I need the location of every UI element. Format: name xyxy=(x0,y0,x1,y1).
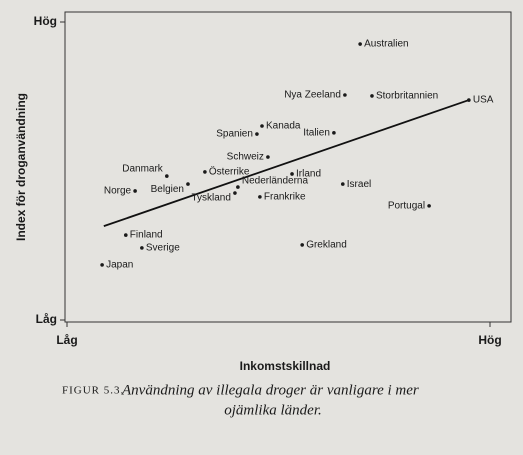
x-tick-label: Låg xyxy=(56,333,77,347)
point-label: Schweiz xyxy=(227,152,264,163)
point xyxy=(140,246,144,250)
point-label: Nya Zeeland xyxy=(284,90,341,101)
point-label: Norge xyxy=(104,186,132,197)
point xyxy=(258,195,262,199)
point-label: Danmark xyxy=(122,164,164,175)
point-label: Italien xyxy=(303,127,330,138)
point-label: Israel xyxy=(347,179,371,190)
plot-frame xyxy=(64,11,512,323)
point xyxy=(427,204,431,208)
point-label: Frankrike xyxy=(264,192,306,203)
point-label: Tyskland xyxy=(191,193,230,204)
point xyxy=(343,93,347,97)
point xyxy=(133,189,137,193)
y-tick-label: Hög xyxy=(34,14,57,28)
point xyxy=(123,233,128,237)
point-label: Japan xyxy=(106,260,133,271)
caption-label: FIGUR 5.3. xyxy=(62,385,124,397)
point xyxy=(203,170,207,174)
trend-line xyxy=(103,99,470,227)
point xyxy=(100,263,104,267)
y-axis-label: Index för droganvändning xyxy=(14,93,28,241)
point xyxy=(233,191,237,195)
point-label: Irland xyxy=(296,169,321,180)
point-label: Sverige xyxy=(146,243,180,254)
point xyxy=(340,182,345,186)
point-label: Kanada xyxy=(266,121,301,132)
point xyxy=(332,131,336,135)
point xyxy=(165,174,169,178)
x-axis-label: Inkomstskillnad xyxy=(240,359,331,373)
point-label: Österrike xyxy=(209,166,250,178)
point-label: Finland xyxy=(130,230,163,241)
caption-line: ojämlika länder. xyxy=(224,402,322,418)
point xyxy=(370,94,374,98)
point-label: Grekland xyxy=(306,240,347,251)
point-label: Spanien xyxy=(216,129,253,140)
point-label: Portugal xyxy=(388,201,425,212)
point xyxy=(255,132,259,136)
point xyxy=(290,172,294,176)
point xyxy=(266,155,270,159)
point xyxy=(300,243,304,247)
x-tick-label: Hög xyxy=(478,333,501,347)
point xyxy=(186,182,190,186)
point xyxy=(236,185,240,189)
point-label: Belgien xyxy=(151,184,184,195)
point xyxy=(358,42,362,46)
point xyxy=(467,98,471,102)
point-label: Australien xyxy=(364,39,408,50)
point-label: Storbritannien xyxy=(376,91,438,102)
caption-line: Användning av illegala droger är vanliga… xyxy=(121,382,419,398)
point-label: Nederländerna xyxy=(242,176,309,187)
point xyxy=(260,124,264,128)
y-tick-label: Låg xyxy=(36,312,57,326)
point-label: USA xyxy=(473,95,494,106)
